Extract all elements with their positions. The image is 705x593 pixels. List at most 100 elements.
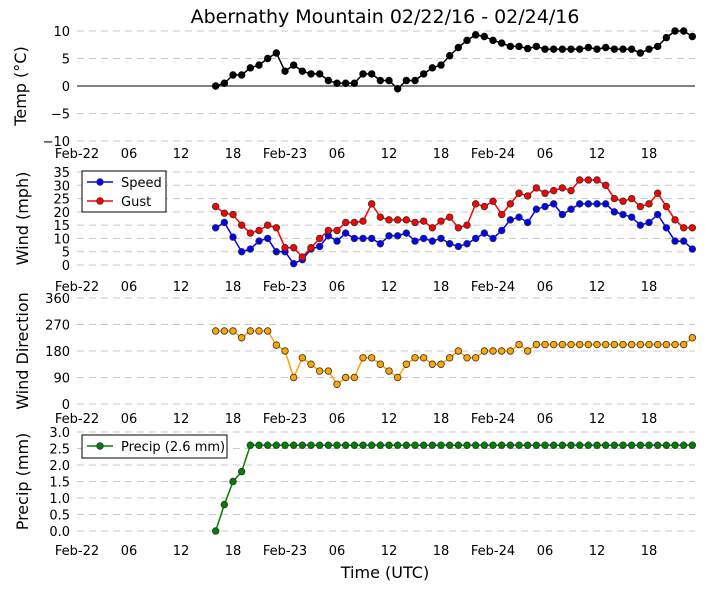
- y-tick-label: 2.0: [49, 459, 70, 474]
- data-point: [636, 441, 645, 449]
- data-point: [376, 76, 385, 85]
- x-tick-label: 12: [589, 280, 606, 295]
- data-point: [246, 245, 255, 253]
- data-point: [341, 441, 350, 449]
- data-point: [307, 70, 315, 78]
- data-point: [367, 354, 376, 362]
- data-point: [558, 441, 567, 449]
- data-point: [255, 61, 263, 69]
- data-point: [610, 340, 619, 349]
- data-point: [567, 441, 575, 449]
- data-point: [480, 202, 489, 211]
- data-point: [454, 347, 463, 355]
- data-point: [679, 441, 688, 449]
- data-point: [445, 441, 454, 449]
- data-point: [307, 441, 315, 449]
- data-point: [281, 347, 289, 355]
- data-point: [610, 208, 619, 216]
- data-point: [324, 367, 333, 375]
- data-point: [532, 340, 541, 349]
- data-point: [567, 45, 575, 53]
- y-tick-label: 180: [45, 345, 70, 360]
- x-tick-label: 06: [121, 280, 138, 295]
- data-point: [237, 248, 246, 256]
- data-point: [393, 441, 402, 449]
- x-tick-label: 18: [225, 147, 242, 162]
- data-point: [281, 441, 289, 449]
- data-point: [497, 226, 506, 235]
- data-point: [411, 237, 419, 245]
- data-point: [419, 70, 428, 78]
- data-point: [393, 232, 402, 240]
- data-point: [593, 441, 601, 449]
- data-point: [324, 76, 333, 85]
- data-point: [575, 441, 584, 449]
- data-point: [289, 441, 298, 449]
- data-point: [237, 334, 246, 342]
- data-point: [393, 216, 402, 224]
- x-tick-label: 18: [641, 147, 658, 162]
- data-point: [653, 189, 662, 197]
- data-point: [584, 340, 593, 349]
- data-point: [523, 192, 532, 200]
- x-tick-label: 06: [329, 147, 346, 162]
- data-point: [463, 240, 471, 248]
- data-point: [385, 441, 393, 449]
- data-point: [272, 341, 281, 349]
- x-tick-label: Feb-23: [263, 412, 307, 427]
- data-point: [376, 240, 385, 248]
- y-axis-label: Wind Direction: [13, 292, 32, 410]
- data-point: [653, 340, 662, 349]
- data-point: [220, 500, 229, 509]
- data-point: [489, 36, 497, 45]
- data-point: [272, 248, 281, 256]
- data-point: [246, 441, 255, 449]
- data-point: [341, 229, 350, 237]
- data-point: [601, 200, 610, 208]
- data-point: [350, 218, 359, 227]
- data-point: [679, 224, 688, 232]
- x-tick-label: 18: [433, 147, 450, 162]
- data-point: [532, 42, 541, 51]
- data-point: [428, 237, 437, 245]
- legend: Speed Gust: [81, 170, 167, 213]
- data-point: [541, 189, 549, 197]
- data-point: [428, 224, 437, 232]
- data-point: [402, 441, 411, 449]
- panel-2: 360 270 180 90 0 Wind Direction Feb-22 06 12 18 Fe…: [13, 292, 697, 427]
- data-point: [367, 441, 376, 449]
- data-point: [480, 347, 489, 355]
- data-point: [298, 354, 307, 362]
- y-tick-label: 3.0: [49, 426, 70, 441]
- data-point: [437, 61, 445, 69]
- data-point: [315, 70, 324, 78]
- data-point: [567, 205, 575, 213]
- data-point: [489, 347, 497, 355]
- y-tick-label: 10: [53, 25, 70, 40]
- data-point: [315, 441, 324, 449]
- series-line-direction: [215, 330, 693, 386]
- data-point: [437, 234, 445, 243]
- legend: Precip (2.6 mm): [81, 434, 228, 459]
- data-point: [211, 527, 220, 535]
- data-point: [601, 340, 610, 349]
- data-point: [402, 360, 411, 368]
- y-tick-label: 25: [53, 193, 70, 208]
- data-point: [341, 373, 350, 382]
- data-point: [359, 441, 367, 449]
- data-point: [645, 218, 653, 227]
- legend-marker: [96, 197, 104, 205]
- data-point: [333, 441, 341, 449]
- data-point: [601, 43, 610, 52]
- data-point: [584, 176, 593, 184]
- x-tick-label: 06: [121, 544, 138, 559]
- data-point: [558, 45, 567, 53]
- data-point: [627, 213, 636, 221]
- data-point: [645, 340, 653, 349]
- data-point: [289, 259, 298, 268]
- legend-box: [81, 170, 167, 213]
- data-point: [575, 340, 584, 349]
- y-tick-label: 20: [53, 206, 70, 221]
- data-point: [679, 237, 688, 245]
- y-tick-label: 360: [45, 292, 70, 307]
